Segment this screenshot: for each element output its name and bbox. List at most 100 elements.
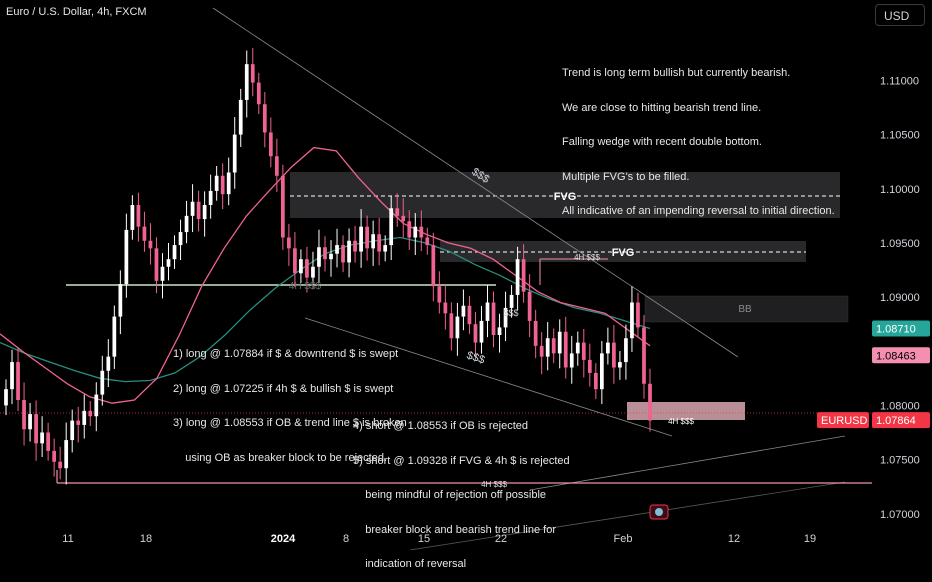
candle — [299, 249, 303, 283]
candle-body — [383, 245, 388, 252]
candle — [214, 166, 219, 201]
candle — [389, 195, 394, 261]
candle-body — [443, 302, 448, 314]
candle-body — [202, 205, 207, 220]
candle-body — [612, 342, 616, 368]
candle-body — [551, 338, 556, 354]
bullish-trend-line-lower — [409, 481, 846, 550]
candle — [232, 117, 237, 189]
candle — [612, 325, 616, 384]
candle — [557, 319, 562, 369]
candle-body — [473, 324, 478, 343]
candle-body — [10, 362, 14, 390]
candle — [196, 190, 201, 232]
candles — [4, 47, 652, 485]
bullish-trend-line-upper — [529, 435, 846, 491]
candle — [34, 400, 38, 461]
long-line: using OB as breaker block to be rejected… — [173, 451, 388, 464]
candle-body — [353, 240, 357, 252]
price-tag-last-text: 1.07864 — [876, 415, 916, 427]
note-line: We are close to hitting bearish trend li… — [562, 101, 762, 114]
candle — [587, 343, 592, 387]
candle-body — [238, 99, 243, 135]
lower-wedge-line — [304, 317, 673, 437]
note-line: Falling wedge with recent double bottom. — [562, 136, 762, 148]
candle-body — [455, 316, 460, 339]
candle-body — [521, 259, 526, 292]
y-tick-label: 1.10000 — [880, 184, 920, 196]
candle-body — [226, 172, 231, 195]
candle — [323, 236, 327, 272]
candle-body — [287, 237, 291, 249]
candle-body — [335, 245, 339, 254]
candle-body — [648, 383, 652, 421]
candle — [148, 223, 153, 265]
price-axis[interactable]: 1.110001.105001.100001.095001.090001.085… — [880, 75, 920, 520]
candle-body — [461, 305, 466, 317]
candle-body — [52, 450, 57, 462]
candle — [527, 274, 532, 338]
candle-body — [593, 372, 598, 390]
x-tick-label: 11 — [62, 533, 73, 545]
candle-body — [545, 338, 550, 357]
candle — [449, 302, 454, 351]
candle-body — [299, 259, 303, 274]
y-tick-label: 1.10500 — [880, 130, 920, 142]
candle — [311, 251, 315, 289]
candle — [503, 291, 508, 342]
note-line: All indicative of an impending reversal … — [562, 205, 835, 217]
fvg-label-lower: FVG — [612, 247, 635, 259]
candle-body — [58, 461, 63, 469]
exchange-logo-icon[interactable] — [649, 504, 669, 520]
candle-body — [293, 248, 297, 274]
liquidity-label-4h-box: 4H $$$ — [668, 417, 694, 426]
candle — [593, 363, 598, 399]
x-tick-label: 15 — [418, 533, 430, 545]
candle-body — [148, 240, 153, 249]
candle — [52, 438, 57, 477]
liquidity-label-4h-bottom: 4H $$$ — [481, 480, 507, 489]
candle-body — [178, 232, 183, 246]
candle-body — [630, 302, 634, 339]
candle-body — [323, 247, 327, 260]
candle-body — [94, 394, 99, 417]
candle — [142, 211, 147, 252]
order-block-zone — [627, 402, 745, 420]
candle-body — [624, 338, 628, 363]
candle-body — [196, 201, 201, 220]
candle — [353, 225, 357, 263]
x-tick-label: 18 — [140, 533, 152, 545]
short-line: being mindful of rejection off possible — [353, 489, 547, 501]
candle — [317, 229, 321, 283]
x-tick-label: Feb — [614, 533, 633, 545]
candle — [124, 213, 129, 298]
candle — [407, 210, 412, 250]
candle — [630, 286, 634, 352]
short-line: 4) short @ 1.08553 if OB is rejected — [353, 420, 529, 432]
candle — [497, 313, 502, 353]
candle-body — [250, 64, 255, 83]
candle-body — [208, 190, 213, 205]
candle — [467, 296, 472, 334]
candle — [581, 328, 586, 378]
candle-body — [232, 134, 237, 173]
time-axis[interactable]: 11 18 2024 8 15 22 Feb 12 19 — [62, 533, 816, 545]
candle — [238, 88, 243, 147]
candle — [172, 235, 177, 269]
candle-body — [503, 307, 508, 328]
liquidity-label-4h-top: 4H $$$ — [574, 253, 600, 262]
price-tag-ema-fast: 1.08463 — [872, 347, 930, 364]
bb-label: BB — [738, 304, 752, 315]
candle-body — [431, 245, 436, 287]
price-chart[interactable]: FVG FVG BB 4H $$$ 4H $$$ 4H $$$ 4H $$$ $… — [0, 0, 932, 550]
candle — [599, 341, 604, 405]
y-tick-label: 1.09000 — [880, 292, 920, 304]
candle-body — [4, 389, 8, 406]
candle-body — [606, 342, 610, 354]
candle — [64, 422, 69, 485]
x-tick-label: 2024 — [271, 533, 296, 545]
candle — [226, 157, 231, 206]
candle-body — [618, 362, 622, 368]
candle — [395, 193, 400, 227]
currency-button[interactable]: USD — [875, 4, 925, 26]
